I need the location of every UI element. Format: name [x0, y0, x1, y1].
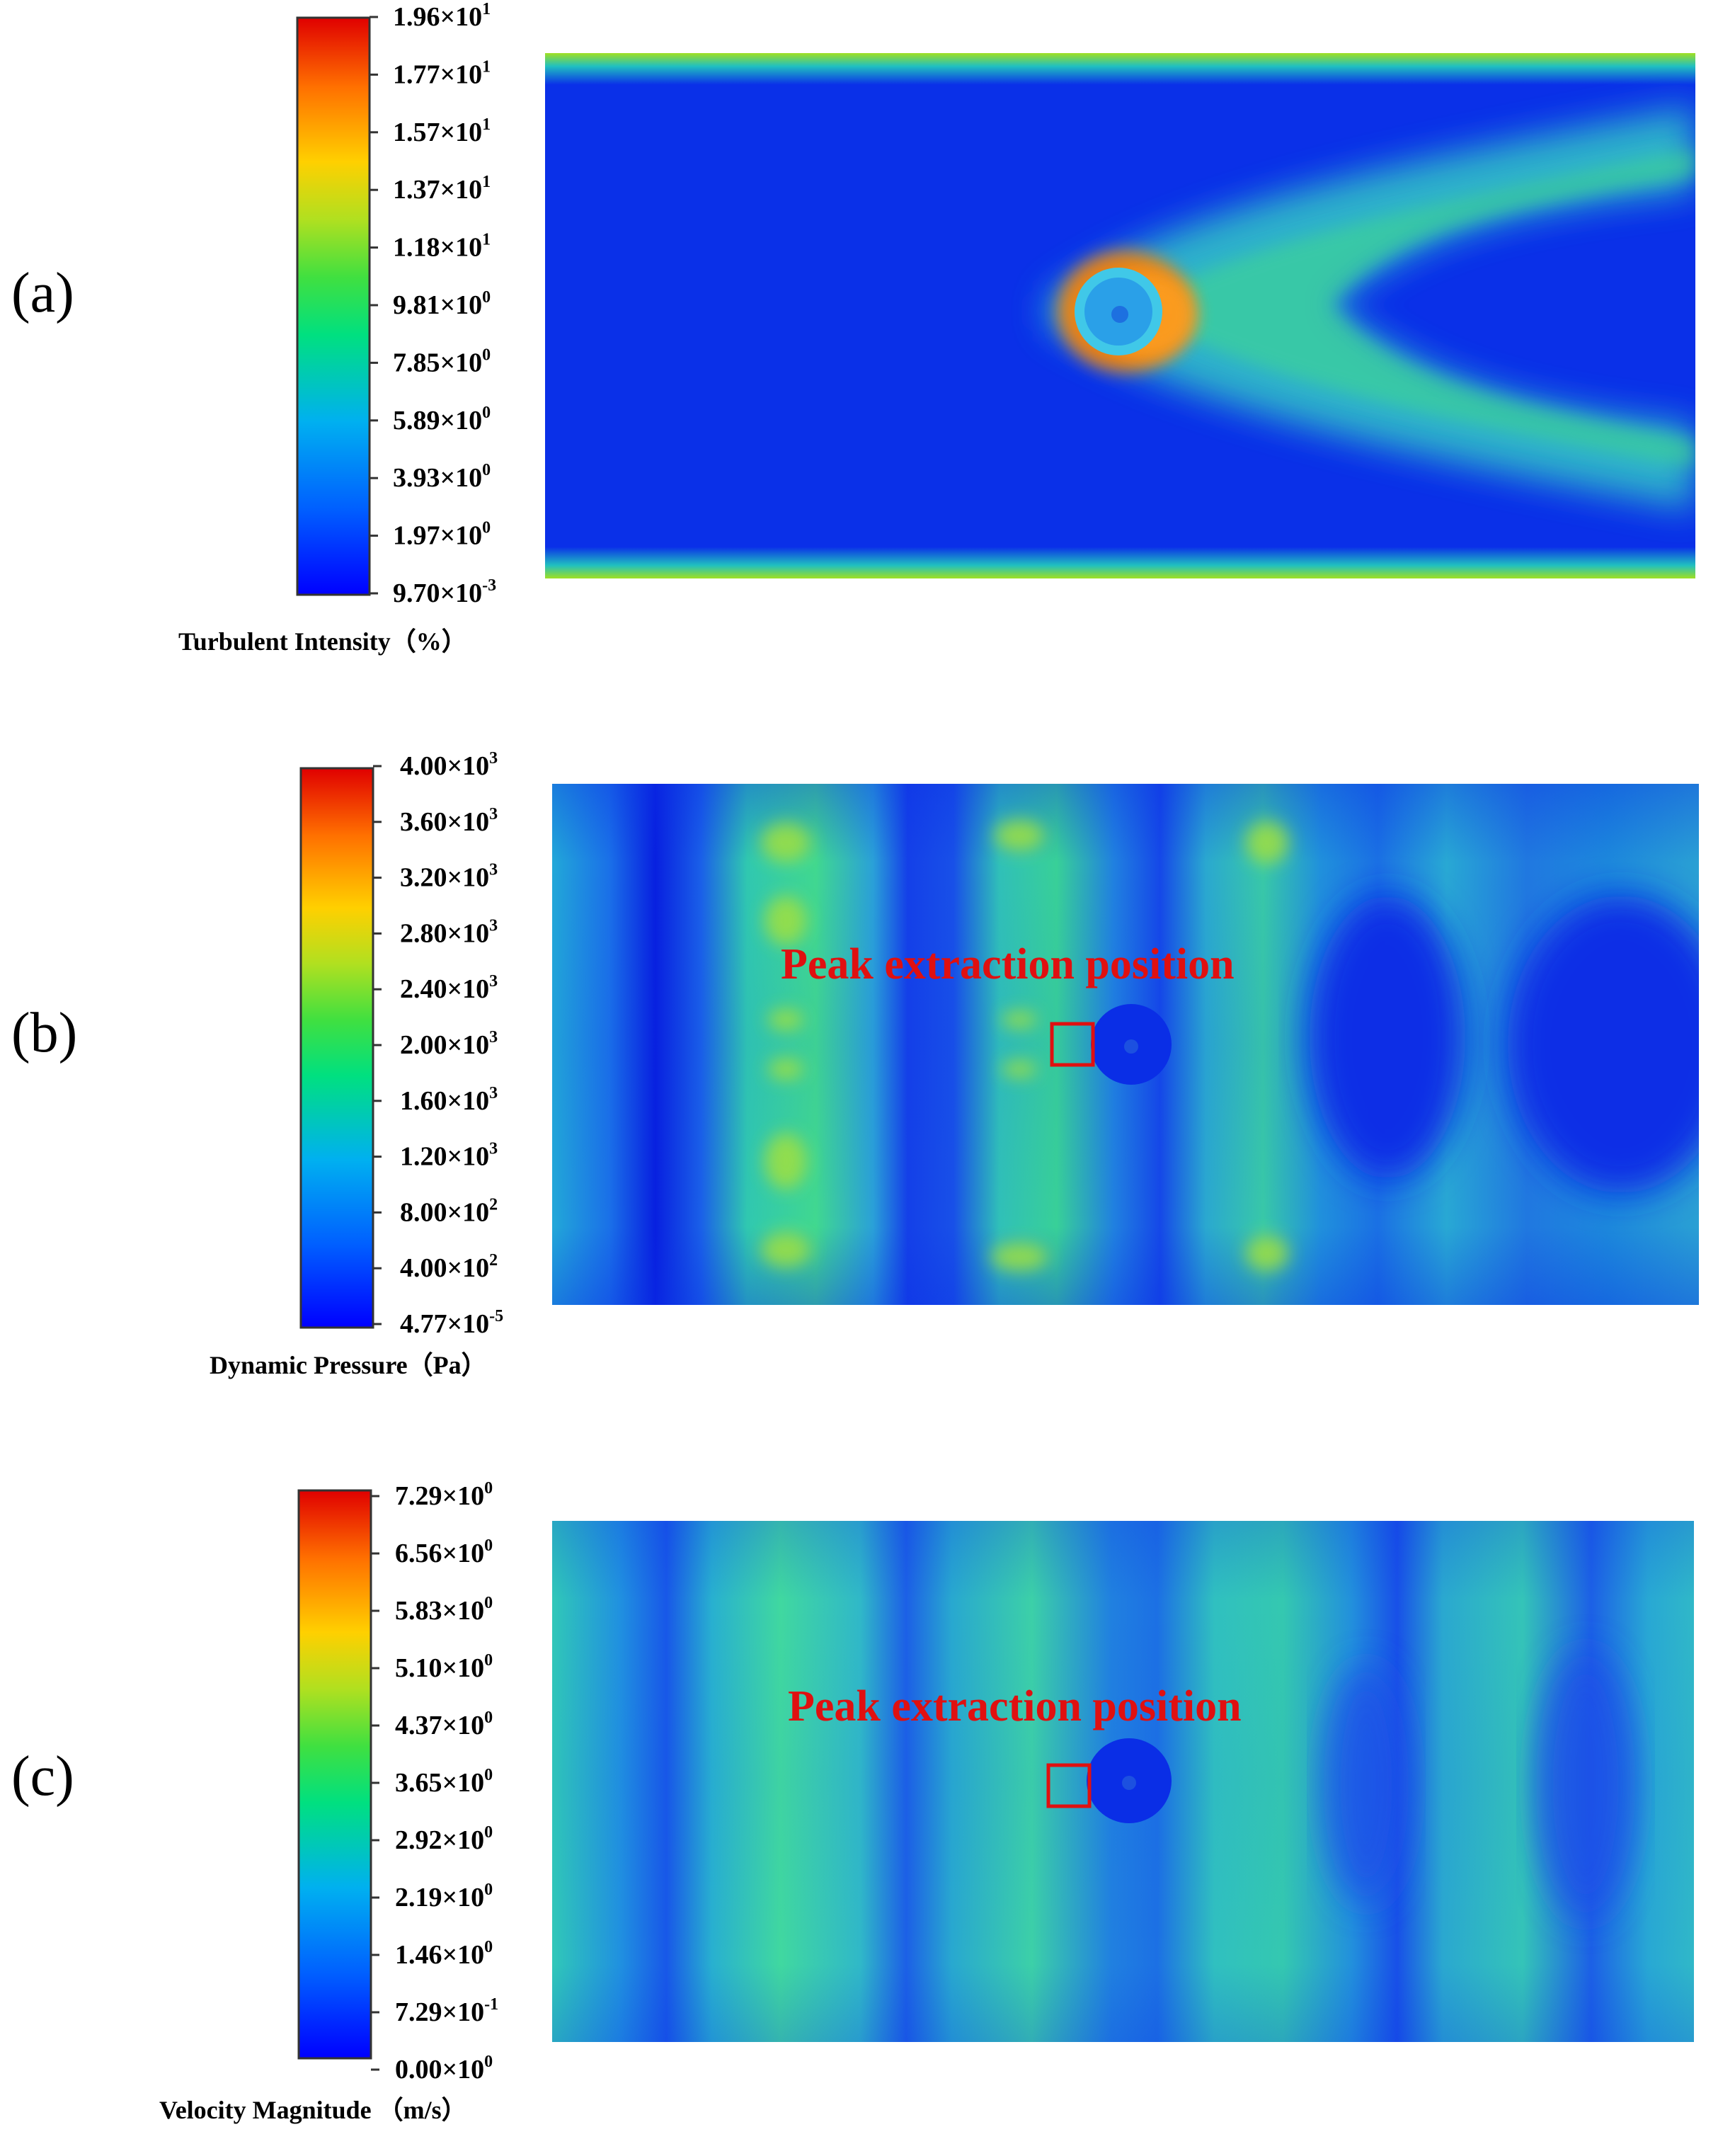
colorbar-tick-label: 1.37×101: [393, 173, 491, 205]
annotation-b: Peak extraction position: [781, 940, 1235, 988]
colorbar-tick-label: 6.56×100: [395, 1536, 493, 1568]
colorbar-tick-label: 2.00×103: [400, 1028, 498, 1060]
panel-b: (b) 4.00×103 3.60×103 3.20×103 2.80×103 2.40…: [11, 749, 1699, 1379]
colorbar-tick-label: 2.92×100: [395, 1823, 493, 1855]
colorbar-tick-label: 7.29×100: [395, 1479, 493, 1511]
colorbar-tick-label: 2.80×103: [400, 916, 498, 948]
colorbar-ticks-b: 4.00×103 3.60×103 3.20×103 2.80×103 2.40×103…: [373, 749, 503, 1339]
colorbar-tick-label: 8.00×102: [400, 1195, 498, 1227]
colorbar-tick-label: 1.77×101: [393, 57, 491, 89]
colorbar-tick-label: 0.00×100: [395, 2053, 493, 2084]
colorbar-tick-label: 4.37×100: [395, 1709, 493, 1740]
panel-a: (a) 1.96×101 1.77×101 1.57×101 1.37×101 1.18…: [11, 0, 1695, 656]
colorbar-tick-label: 4.77×10-5: [400, 1307, 503, 1339]
colorbar-ticks-a: 1.96×101 1.77×101 1.57×101 1.37×101 1.18×101…: [370, 0, 496, 608]
colorbar-tick-label: 3.65×100: [395, 1766, 493, 1798]
colorbar-tick-label: 1.20×103: [400, 1140, 498, 1172]
colorbar-tick-label: 3.20×103: [400, 861, 498, 893]
contour-field-b: [552, 784, 1699, 1305]
colorbar-tick-label: 7.85×100: [393, 346, 491, 377]
contour-field-a: [545, 53, 1695, 578]
colorbar-tick-label: 1.18×101: [393, 231, 491, 263]
peak-marker-c: [1046, 1763, 1092, 1808]
colorbar-tick-label: 9.81×100: [393, 288, 491, 320]
colorbar-title-a: Turbulent Intensity（%）: [178, 627, 467, 656]
colorbar-tick-label: 9.70×10-3: [393, 576, 496, 608]
colorbar-tick-label: 5.10×100: [395, 1651, 493, 1683]
colorbar-tick-label: 1.60×103: [400, 1084, 498, 1116]
colorbar-b: [299, 767, 374, 1329]
colorbar-c: [297, 1489, 372, 2060]
panel-label-b: (b): [11, 1002, 77, 1064]
annotation-c: Peak extraction position: [788, 1682, 1242, 1730]
colorbar-title-b: Dynamic Pressure（Pa）: [210, 1351, 487, 1379]
colorbar-tick-label: 5.89×100: [393, 404, 491, 435]
colorbar-tick-label: 3.93×100: [393, 461, 491, 493]
peak-marker-b: [1050, 1022, 1095, 1067]
colorbar-tick-label: 1.57×101: [393, 115, 491, 147]
colorbar-tick-label: 1.97×100: [393, 519, 491, 551]
colorbar-tick-label: 2.19×100: [395, 1881, 493, 1912]
colorbar-tick-label: 4.00×102: [400, 1251, 498, 1283]
colorbar-tick-label: 1.96×101: [393, 0, 491, 32]
colorbar-title-c: Velocity Magnitude （m/s）: [159, 2096, 467, 2124]
panel-label-c: (c): [11, 1745, 74, 1808]
panel-label-a: (a): [11, 262, 74, 324]
colorbar-tick-label: 3.60×103: [400, 805, 498, 837]
colorbar-tick-label: 4.00×103: [400, 749, 498, 781]
panel-c: (c) 7.29×100 6.56×100 5.83×100 5.10×100 4.37…: [11, 1479, 1694, 2124]
colorbar-a: [296, 16, 371, 596]
colorbar-ticks-c: 7.29×100 6.56×100 5.83×100 5.10×100 4.37×100…: [371, 1479, 498, 2084]
colorbar-tick-label: 2.40×103: [400, 972, 498, 1004]
colorbar-tick-label: 5.83×100: [395, 1594, 493, 1626]
contour-field-c: [552, 1521, 1694, 2042]
colorbar-tick-label: 7.29×10-1: [395, 1995, 498, 2027]
colorbar-tick-label: 1.46×100: [395, 1938, 493, 1970]
